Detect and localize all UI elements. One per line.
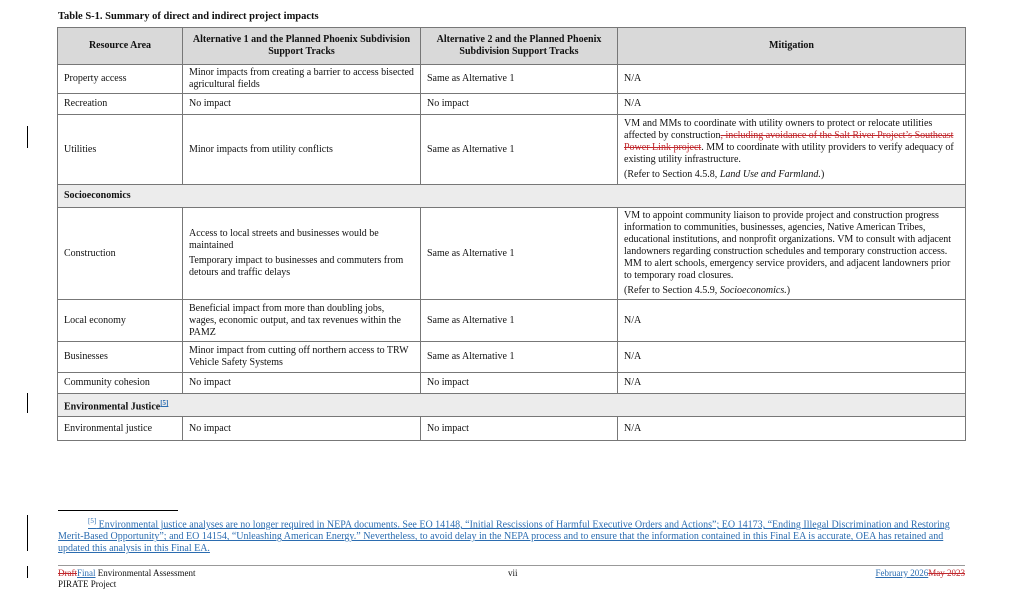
deleted-text: May 2023	[928, 568, 965, 578]
cell: VM and MMs to coordinate with utility ow…	[617, 114, 966, 185]
cell: Minor impact from cutting off northern a…	[182, 341, 421, 373]
cell: Minor impacts from creating a barrier to…	[182, 64, 421, 94]
text: )	[820, 169, 825, 180]
text: (Refer to Section 4.5.8,	[624, 169, 720, 180]
section-row: Environmental Justice[5]	[57, 393, 966, 417]
cell: Utilities	[57, 114, 183, 185]
cell: Recreation	[57, 93, 183, 115]
change-bar	[27, 126, 28, 148]
footnote-separator	[58, 510, 178, 511]
table-row: Property access Minor impacts from creati…	[57, 64, 966, 94]
table-row: Construction Access to local streets and…	[57, 207, 966, 300]
cell: No impact	[182, 416, 421, 441]
section-row: Socioeconomics	[57, 184, 966, 208]
text: )	[786, 285, 791, 296]
page-number: vii	[508, 568, 518, 578]
header-cell: Mitigation	[617, 27, 966, 65]
inserted-text: Final	[77, 568, 96, 578]
header-cell: Resource Area	[57, 27, 183, 65]
cell: N/A	[617, 416, 966, 441]
cell: VM to appoint community liaison to provi…	[617, 207, 966, 300]
section-title: Environmental Justice[5]	[57, 393, 966, 417]
table-row: Local economy Beneficial impact from more…	[57, 299, 966, 342]
table-row: Businesses Minor impact from cutting off …	[57, 341, 966, 373]
cell: No impact	[182, 93, 421, 115]
header-row: Resource Area Alternative 1 and the Plan…	[57, 27, 966, 65]
text: (Refer to Section 4.5.9,	[624, 285, 720, 296]
table-row: Recreation No impact No impact N/A	[57, 93, 966, 115]
page-footer: DraftFinal Environmental Assessment PIRAT…	[58, 565, 965, 589]
change-bar	[27, 393, 28, 413]
table-row: Environmental justice No impact No impact N…	[57, 416, 966, 441]
footnote-text: Environmental justice analyses are no lo…	[58, 519, 950, 555]
section-title: Socioeconomics	[57, 184, 966, 208]
text: VM to appoint community liaison to provi…	[624, 210, 952, 281]
table-title: Table S-1. Summary of direct and indirec…	[58, 11, 319, 22]
cell: N/A	[617, 372, 966, 394]
header-cell: Alternative 2 and the Planned Phoenix Su…	[420, 27, 618, 65]
cell: Same as Alternative 1	[420, 341, 618, 373]
cell: Same as Alternative 1	[420, 114, 618, 185]
cell: Community cohesion	[57, 372, 183, 394]
cell: Same as Alternative 1	[420, 64, 618, 94]
cell: Businesses	[57, 341, 183, 373]
table-row: Utilities Minor impacts from utility conf…	[57, 114, 966, 185]
cell: Construction	[57, 207, 183, 300]
text: Land Use and Farmland.	[719, 169, 821, 180]
cell: Same as Alternative 1	[420, 207, 618, 300]
text: . MM to coordinate with utility provider…	[624, 142, 954, 165]
cell: N/A	[617, 64, 966, 94]
doc-title: Environmental Assessment	[95, 568, 196, 578]
cell: Property access	[57, 64, 183, 94]
cell: Minor impacts from utility conflicts	[182, 114, 421, 185]
impacts-table: Resource Area Alternative 1 and the Plan…	[57, 27, 966, 441]
cell: N/A	[617, 299, 966, 342]
deleted-text: , including avoidance of the Salt River …	[624, 130, 954, 153]
footnote-ref: [5]	[88, 517, 97, 525]
project-name: PIRATE Project	[58, 579, 117, 589]
table-row: Community cohesion No impact No impact N/A	[57, 372, 966, 394]
cell: No impact	[420, 416, 618, 441]
text: Environmental Justice	[64, 401, 161, 413]
footnote: [5] Environmental justice analyses are n…	[58, 515, 963, 555]
cell: Access to local streets and businesses w…	[182, 207, 421, 300]
cell: N/A	[617, 93, 966, 115]
text: Temporary impact to businesses and commu…	[189, 255, 404, 278]
text: Socioeconomics.	[719, 285, 787, 296]
header-cell: Alternative 1 and the Planned Phoenix Su…	[182, 27, 421, 65]
cell: Local economy	[57, 299, 183, 342]
change-bar	[27, 566, 28, 578]
text: Access to local streets and businesses w…	[189, 228, 379, 251]
cell: No impact	[420, 93, 618, 115]
cell: No impact	[420, 372, 618, 394]
change-bar	[27, 515, 28, 551]
cell: No impact	[182, 372, 421, 394]
cell: Same as Alternative 1	[420, 299, 618, 342]
deleted-text: Draft	[58, 568, 77, 578]
cell: Environmental justice	[57, 416, 183, 441]
inserted-text: February 2026	[875, 568, 929, 578]
footnote-link[interactable]: [5]	[160, 398, 169, 407]
cell: N/A	[617, 341, 966, 373]
cell: Beneficial impact from more than doublin…	[182, 299, 421, 342]
text: VM and MMs to coordinate with utility ow…	[624, 118, 933, 141]
